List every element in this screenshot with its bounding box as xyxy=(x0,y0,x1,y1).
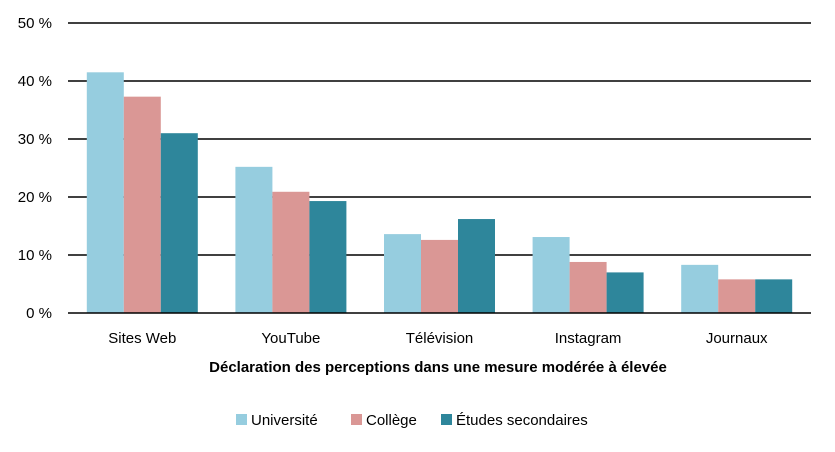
bar xyxy=(606,272,644,313)
bar xyxy=(235,166,273,313)
bar xyxy=(569,261,607,313)
bar xyxy=(681,264,719,313)
legend: Université Collège Études secondaires xyxy=(236,412,588,429)
x-axis: Sites Web YouTube Télévision Instagram Journ… xyxy=(68,312,811,347)
legend-label: Université xyxy=(251,412,318,429)
y-tick-label: 20 % xyxy=(18,189,52,206)
bar xyxy=(458,219,495,313)
y-axis-ticks: 0 % 10 % 20 % 30 % 40 % 50 % xyxy=(18,15,52,322)
y-tick-label: 50 % xyxy=(18,15,52,32)
legend-swatch xyxy=(351,414,362,425)
bar xyxy=(123,96,161,313)
legend-label: Collège xyxy=(366,412,417,429)
bar xyxy=(309,201,347,313)
legend-swatch xyxy=(236,414,247,425)
bar xyxy=(86,72,124,313)
bar xyxy=(160,133,198,313)
bar xyxy=(421,239,458,313)
y-tick-label: 0 % xyxy=(26,305,52,322)
x-tick-label: YouTube xyxy=(261,330,320,347)
bars xyxy=(86,72,793,313)
bar xyxy=(532,237,570,313)
y-tick-label: 30 % xyxy=(18,131,52,148)
y-tick-label: 40 % xyxy=(18,73,52,90)
y-tick-label: 10 % xyxy=(18,247,52,264)
bar xyxy=(272,191,310,313)
legend-label: Études secondaires xyxy=(456,412,588,429)
bar xyxy=(718,279,756,313)
x-tick-label: Instagram xyxy=(555,330,622,347)
x-tick-label: Journaux xyxy=(706,330,768,347)
bar xyxy=(384,234,421,313)
x-tick-label: Télévision xyxy=(406,330,474,347)
bar xyxy=(755,279,793,313)
x-axis-title: Déclaration des perceptions dans une mes… xyxy=(209,359,667,376)
legend-swatch xyxy=(441,414,452,425)
x-tick-label: Sites Web xyxy=(108,330,176,347)
